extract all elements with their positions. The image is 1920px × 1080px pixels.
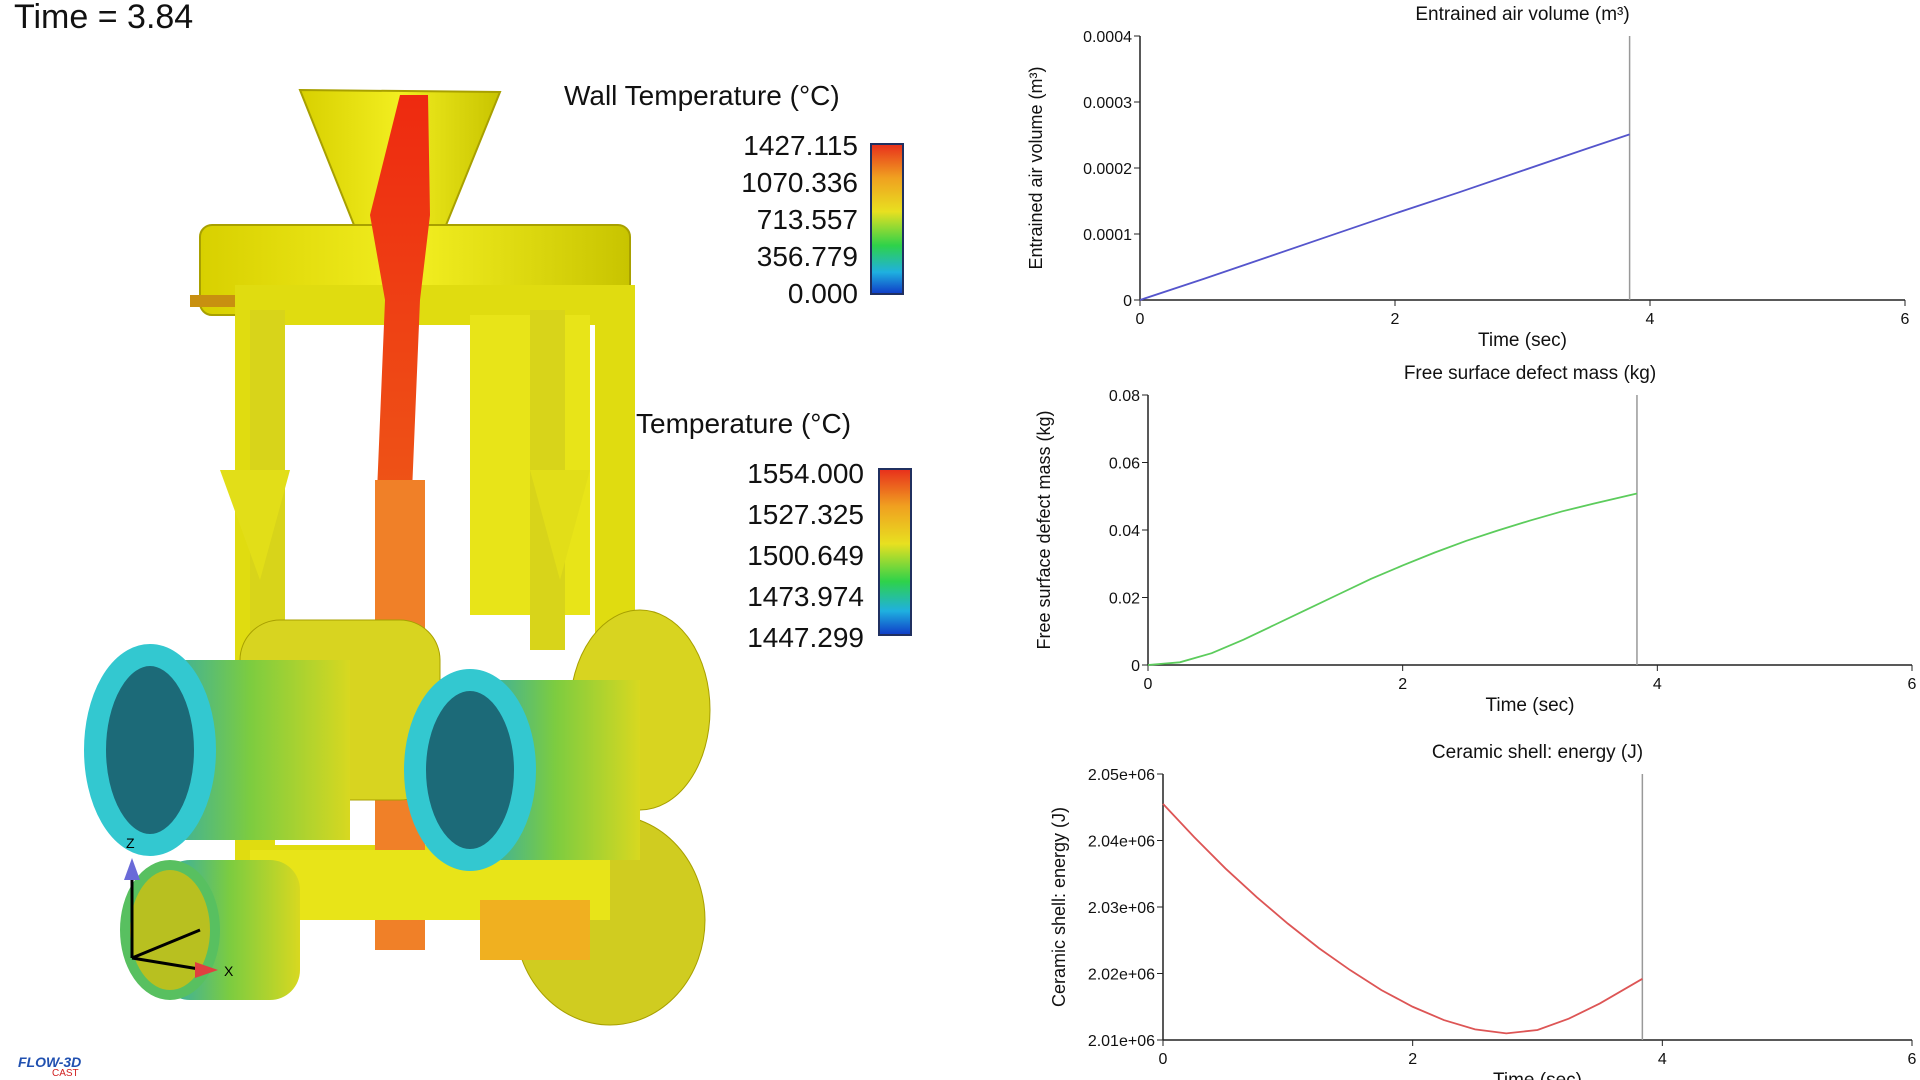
y-tick-label: 0: [1123, 293, 1132, 310]
temp-legend-value: 1473.974: [747, 581, 864, 612]
chart-title: Free surface defect mass (kg): [1404, 363, 1656, 384]
x-tick-label: 0: [1144, 676, 1153, 693]
wall-legend-value: 1427.115: [743, 130, 858, 161]
x-tick-label: 4: [1646, 311, 1655, 328]
wall-legend-value: 356.779: [756, 241, 858, 272]
flow3d-logo-sub: CAST: [52, 1068, 79, 1079]
y-tick-label: 0.0001: [1083, 227, 1132, 244]
series-line: [1139, 133, 1630, 301]
flow3d-logo: FLOW-3D: [18, 1054, 82, 1070]
y-tick-label: 0.0002: [1083, 161, 1132, 178]
x-tick-label: 2: [1391, 311, 1400, 328]
series-line: [1162, 803, 1643, 1035]
temp-legend-value: 1527.325: [747, 499, 864, 530]
time-label: Time = 3.84: [14, 0, 194, 36]
y-tick-label: 2.02e+06: [1088, 967, 1155, 984]
temp-colorbar: [878, 468, 912, 636]
y-tick-label: 0.02: [1109, 591, 1140, 608]
casting-render: Z X: [84, 88, 711, 1026]
x-tick-label: 2: [1408, 1051, 1417, 1068]
y-tick-label: 0.08: [1109, 388, 1140, 405]
y-tick-label: 2.03e+06: [1088, 900, 1155, 917]
wall-temp-legend-title: Wall Temperature (°C): [564, 80, 840, 111]
axis-x-label: X: [224, 963, 234, 979]
y-axis-label: Entrained air volume (m³): [1026, 66, 1046, 269]
defect-mass-chart: Free surface defect mass (kg) 0 0.02 0.04 0.…: [1034, 363, 1917, 716]
x-tick-label: 4: [1653, 676, 1662, 693]
temp-legend-value: 1500.649: [747, 540, 864, 571]
wall-temp-colorbar: [870, 143, 904, 295]
x-tick-label: 0: [1159, 1051, 1168, 1068]
temp-legend-value: 1554.000: [747, 458, 864, 489]
chart-title: Entrained air volume (m³): [1415, 4, 1629, 25]
series-line: [1147, 492, 1638, 666]
x-tick-label: 0: [1136, 311, 1145, 328]
temp-legend-title: Temperature (°C): [636, 408, 852, 439]
y-axis-label: Free surface defect mass (kg): [1034, 410, 1054, 649]
y-tick-label: 0.06: [1109, 456, 1140, 473]
wall-legend-value: 1070.336: [741, 167, 858, 198]
x-tick-label: 4: [1658, 1051, 1667, 1068]
ceramic-energy-chart: Ceramic shell: energy (J) 2.01e+06 2.02e+0…: [1049, 742, 1917, 1080]
temp-legend-value: 1447.299: [747, 622, 864, 653]
x-tick-label: 6: [1901, 311, 1910, 328]
y-tick-label: 2.04e+06: [1088, 834, 1155, 851]
y-tick-label: 0.04: [1109, 523, 1140, 540]
y-tick-label: 2.01e+06: [1088, 1033, 1155, 1050]
entrained-air-chart: Entrained air volume (m³) 0 0.0001 0.0002 0.…: [1026, 4, 1910, 351]
axis-triad-icon: Z X: [124, 835, 234, 979]
y-axis-label: Ceramic shell: energy (J): [1049, 807, 1069, 1007]
x-tick-label: 6: [1908, 676, 1917, 693]
x-tick-label: 2: [1398, 676, 1407, 693]
wall-legend-value: 713.557: [756, 204, 858, 235]
x-axis-label: Time (sec): [1478, 330, 1567, 351]
y-tick-label: 0: [1131, 658, 1140, 675]
x-tick-label: 6: [1908, 1051, 1917, 1068]
y-tick-label: 0.0003: [1083, 95, 1132, 112]
x-axis-label: Time (sec): [1493, 1070, 1582, 1080]
y-tick-label: 2.05e+06: [1088, 767, 1155, 784]
chart-title: Ceramic shell: energy (J): [1432, 742, 1643, 763]
wall-legend-value: 0.000: [787, 278, 858, 309]
axis-z-label: Z: [126, 835, 135, 851]
x-axis-label: Time (sec): [1485, 695, 1574, 716]
y-tick-label: 0.0004: [1083, 29, 1132, 46]
